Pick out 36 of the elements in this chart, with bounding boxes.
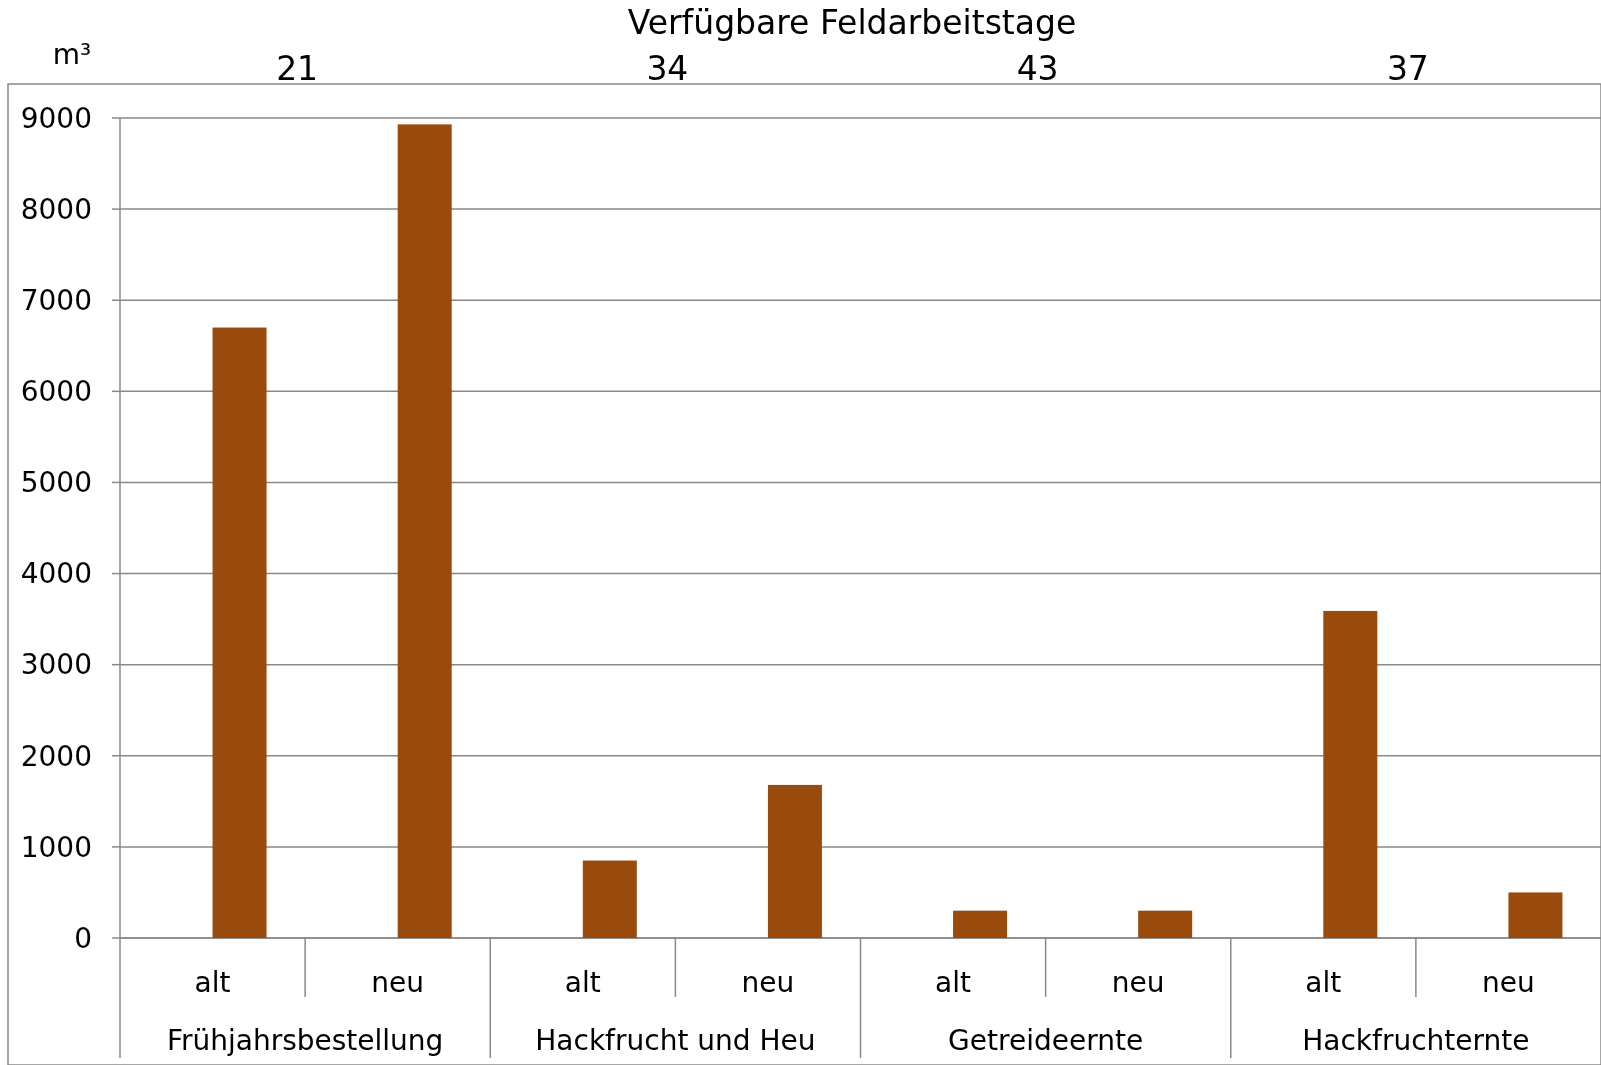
bar (1508, 892, 1563, 938)
text: Hackfruchternte (1302, 1024, 1530, 1057)
x-tick-label: alt (1305, 966, 1342, 999)
chart-title: Verfügbare Feldarbeitstage (627, 3, 1077, 42)
text: 37 (1386, 49, 1429, 88)
x-tick-label: neu (1111, 966, 1165, 999)
text: Getreideernte (948, 1024, 1144, 1057)
text: 43 (1016, 49, 1059, 88)
y-tick-label: 4000 (20, 557, 92, 591)
bar (953, 910, 1008, 938)
y-tick-label: 1000 (20, 830, 92, 864)
x-tick-label: alt (194, 966, 231, 999)
y-tick-label: 2000 (20, 739, 92, 773)
y-axis-title: m³ (52, 38, 92, 71)
x-tick-label: alt (564, 966, 601, 999)
text: 21 (276, 49, 319, 88)
bar (1323, 610, 1378, 938)
x-tick-label: alt (935, 966, 972, 999)
y-tick-label: 5000 (20, 466, 92, 500)
x-tick-label: neu (371, 966, 425, 999)
bar (397, 124, 452, 938)
bar (582, 860, 637, 938)
y-tick-label: 3000 (20, 648, 92, 682)
y-tick-label: 6000 (20, 375, 92, 409)
y-tick-label: 9000 (20, 101, 92, 135)
text: 34 (646, 49, 689, 88)
bar (212, 327, 267, 938)
bar (767, 784, 822, 938)
y-tick-label: 0 (74, 921, 92, 955)
text: Frühjahrsbestellung (166, 1024, 444, 1057)
x-tick-label: neu (1482, 966, 1535, 999)
bar (1138, 910, 1193, 938)
text: Hackfrucht und Heu (535, 1024, 816, 1057)
y-tick-label: 7000 (20, 284, 92, 318)
y-tick-label: 8000 (20, 192, 92, 226)
x-tick-label: neu (741, 966, 795, 999)
